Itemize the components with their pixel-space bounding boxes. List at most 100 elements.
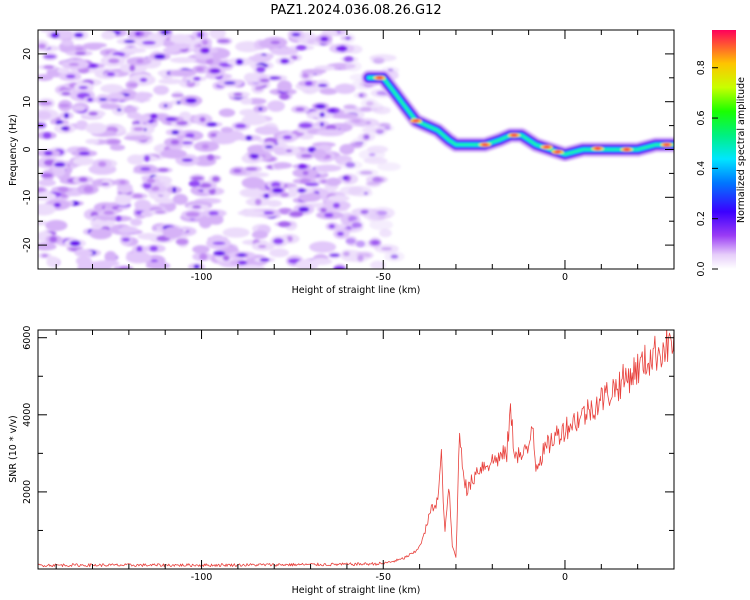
noise-blob [359,170,373,175]
noise-blob [136,59,144,64]
noise-blob [201,143,209,149]
noise-blob [172,193,188,205]
noise-blob [85,44,102,51]
noise-blob [268,76,280,80]
noise-blob [280,192,290,198]
noise-blob [199,253,208,261]
noise-blob [269,248,289,258]
noise-blob [154,198,177,204]
noise-blob [72,157,95,166]
noise-blob [360,106,372,112]
ridge-peak [663,143,671,147]
noise-blob [192,205,202,209]
noise-blob [162,226,183,239]
noise-blob [359,93,364,98]
noise-blob [237,264,265,269]
noise-blob [343,251,350,257]
noise-blob [169,57,197,64]
noise-blob [89,228,113,240]
noise-blob [343,104,356,109]
noise-blob [302,72,310,79]
noise-blob [172,186,177,193]
noise-blob [342,176,349,180]
noise-blob [363,191,369,195]
colorbar-tick-label: 0.8 [696,60,707,75]
noise-blob [317,83,328,88]
noise-blob [329,113,358,119]
noise-blob [297,188,307,193]
noise-blob [271,47,299,56]
noise-blob [301,68,327,74]
noise-blob [247,55,272,63]
noise-blob [328,224,336,229]
ridge-peak [554,150,562,154]
figure-title: PAZ1.2024.036.08.26.G12 [270,3,441,18]
colorbar-ticks: 0.0 0.2 0.4 0.6 0.8 [696,60,718,277]
snr-xtick-label: -100 [191,572,213,583]
noise-blob [162,47,180,54]
noise-blob [75,51,87,56]
noise-blob [325,177,342,187]
noise-blob [158,78,184,85]
noise-blob [185,211,200,218]
noise-blob [201,39,209,46]
noise-blob [119,47,147,54]
noise-blob [78,177,88,183]
noise-blob [236,58,244,65]
noise-blob [254,125,280,135]
noise-blob [63,112,70,119]
snr-panel: -100 -50 0 2000 4000 6000 Height of straight … [8,326,675,596]
noise-blob [154,210,166,214]
noise-blob [176,100,181,105]
noise-blob [381,247,393,251]
noise-blob [127,83,139,87]
noise-blob [60,39,74,47]
colorbar-label: Normalized spectral amplitude [736,77,747,223]
spectrogram-ytick-label: 10 [22,96,33,108]
noise-blob [192,245,210,254]
ridge-band [367,77,674,156]
noise-blob [329,108,336,113]
noise-blob [181,158,194,162]
noise-blob [38,73,54,82]
ridge-peak [594,147,602,150]
spectrogram-xtick-label: 0 [562,272,568,283]
noise-blob [370,260,386,269]
noise-blob [372,106,391,115]
noise-blob [195,53,214,60]
noise-blob [143,154,151,162]
noise-blob [88,111,98,116]
noise-blob [38,192,57,201]
noise-blob [237,253,246,258]
spectrogram-ylabel: Frequency (Hz) [8,114,19,186]
noise-blob [57,67,70,74]
snr-ytick-label: 2000 [22,480,33,504]
noise-blob [316,129,345,137]
noise-blob [368,152,376,157]
noise-blob [169,33,192,44]
noise-blob [295,44,307,51]
noise-blob [309,241,337,253]
noise-blob [298,122,313,129]
noise-blob [300,154,313,158]
noise-blob [351,118,361,123]
noise-blob [180,141,193,145]
noise-blob [60,126,69,131]
noise-blob [90,220,116,227]
noise-blob [157,168,169,172]
noise-blob [191,176,204,181]
noise-blob [104,250,117,263]
noise-blob [112,205,119,210]
noise-blob [369,219,394,231]
noise-blob [100,182,110,186]
noise-blob [364,135,369,139]
noise-blob [258,107,263,111]
noise-blob [259,257,270,262]
noise-blob [90,63,96,68]
noise-blob [298,192,322,202]
noise-blob [75,256,92,267]
noise-blob [58,103,70,108]
noise-blob [68,62,79,67]
noise-blob [145,261,171,269]
noise-blob [279,93,290,100]
